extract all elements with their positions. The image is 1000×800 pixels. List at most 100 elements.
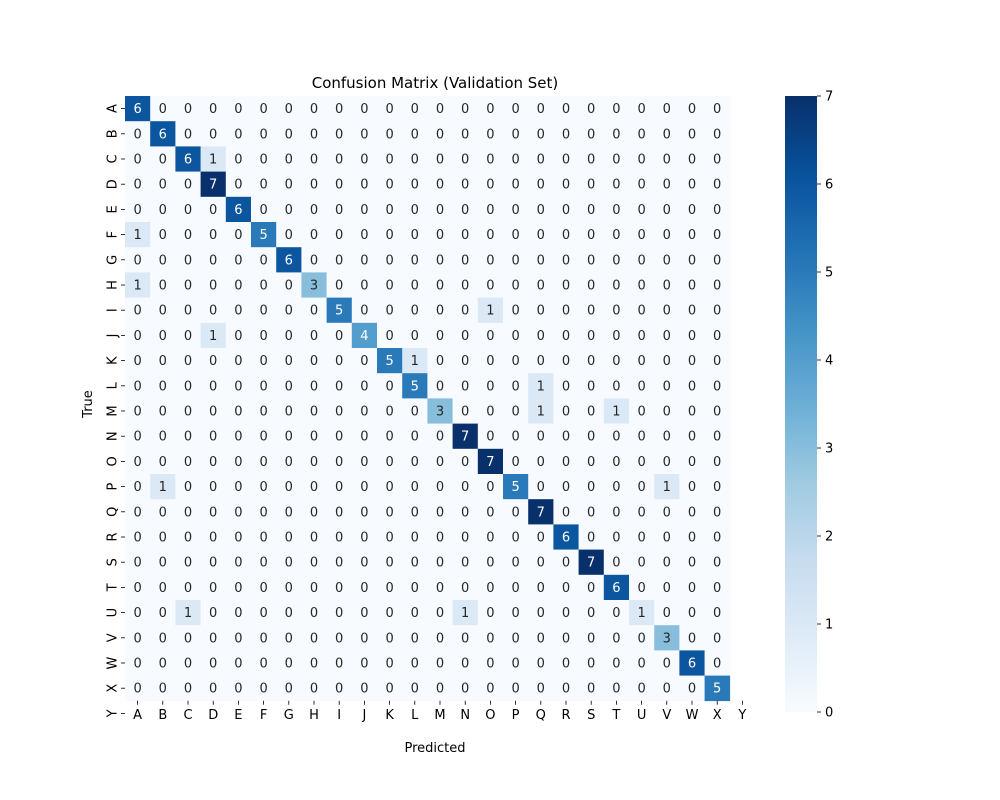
y-tick-label: C [106, 154, 121, 163]
cell-value-label: 0 [385, 329, 393, 344]
cell-value-label: 0 [385, 379, 393, 394]
cell-value-label: 0 [385, 178, 393, 193]
heatmap-cell [603, 675, 630, 702]
cell-value-label: 0 [133, 354, 141, 369]
cell-value-label: 0 [259, 102, 267, 117]
heatmap-cell [150, 474, 176, 500]
heatmap-cell [326, 474, 353, 500]
cell-value-label: 0 [587, 354, 595, 369]
heatmap-cell [679, 574, 705, 601]
cell-value-label: 0 [234, 379, 242, 394]
cell-value-label: 0 [310, 178, 318, 193]
heatmap-cell [477, 121, 504, 147]
cell-value-label: 0 [511, 581, 519, 596]
cell-value-label: 0 [385, 228, 393, 243]
heatmap-cell [326, 499, 353, 525]
cell-value-label: 0 [259, 354, 267, 369]
heatmap-cell [528, 524, 554, 550]
heatmap-cell [679, 499, 705, 525]
cell-value-label: 0 [411, 153, 419, 168]
cell-value-label: 0 [486, 682, 494, 697]
cell-value-label: 0 [310, 379, 318, 394]
heatmap-cell [125, 675, 151, 702]
cell-value-label: 0 [335, 329, 343, 344]
heatmap-cell [402, 297, 428, 324]
heatmap-cell [427, 247, 453, 273]
heatmap-cell [427, 398, 453, 424]
cell-value-label: 0 [713, 581, 721, 596]
cell-value-label: 0 [461, 505, 469, 520]
heatmap-cells [125, 96, 731, 702]
heatmap-cell [377, 650, 403, 676]
x-tick-label: J [361, 708, 366, 723]
cell-value-label: 0 [461, 153, 469, 168]
cell-value-label: 0 [637, 153, 645, 168]
cell-value-label: 0 [159, 405, 167, 420]
cell-value-label: 0 [537, 556, 545, 571]
cell-value-label: 0 [511, 178, 519, 193]
heatmap-cell [578, 222, 605, 248]
heatmap-cell [200, 322, 227, 349]
cell-value-label: 0 [209, 531, 217, 546]
cell-value-label: 0 [159, 505, 167, 520]
heatmap-cell [427, 272, 453, 298]
heatmap-cell [200, 348, 227, 374]
colorbar-gradient [785, 96, 817, 712]
heatmap-cell [553, 423, 579, 450]
cell-value-label: 0 [511, 127, 519, 142]
cell-value-label: 0 [562, 606, 570, 621]
heatmap-cell [503, 524, 529, 550]
cell-value-label: 0 [587, 581, 595, 596]
cell-value-label: 0 [259, 279, 267, 294]
heatmap-cell [276, 96, 302, 122]
cell-value-label: 0 [612, 556, 620, 571]
cell-value-label: 0 [486, 581, 494, 596]
cell-value-label: 0 [385, 631, 393, 646]
heatmap-cell [452, 398, 479, 424]
cell-value-label: 0 [612, 153, 620, 168]
cell-value-label: 0 [259, 657, 267, 672]
cell-value-label: 0 [562, 228, 570, 243]
cell-value-label: 0 [612, 228, 620, 243]
cell-value-label: 0 [511, 405, 519, 420]
cell-value-label: 0 [688, 102, 696, 117]
heatmap-cell [654, 196, 680, 223]
cell-value-label: 0 [688, 354, 696, 369]
cell-value-label: 0 [637, 531, 645, 546]
cell-value-label: 0 [537, 279, 545, 294]
cell-value-label: 0 [360, 228, 368, 243]
cell-value-label: 0 [713, 379, 721, 394]
cell-value-label: 0 [310, 253, 318, 268]
heatmap-cell [528, 625, 554, 651]
heatmap-cell [427, 373, 453, 399]
cell-value-label: 0 [234, 657, 242, 672]
heatmap-cell [200, 423, 227, 450]
heatmap-cell [225, 297, 252, 324]
cell-value-label: 0 [637, 127, 645, 142]
cell-value-label: 0 [360, 354, 368, 369]
heatmap-cell [704, 146, 731, 172]
cell-value-label: 0 [461, 178, 469, 193]
heatmap-cell [150, 524, 176, 550]
cell-value-label: 0 [209, 228, 217, 243]
heatmap-cell [301, 448, 327, 475]
heatmap-cell [301, 373, 327, 399]
cell-value-label: 0 [335, 455, 343, 470]
cell-value-label: 1 [209, 153, 217, 168]
cell-value-label: 0 [511, 556, 519, 571]
heatmap-cell [503, 600, 529, 626]
heatmap-cell [503, 574, 529, 601]
heatmap-cell [200, 398, 227, 424]
heatmap-cell [654, 373, 680, 399]
cell-value-label: 0 [411, 405, 419, 420]
cell-value-label: 0 [209, 304, 217, 319]
heatmap-cell [351, 96, 378, 122]
heatmap-cell [276, 524, 302, 550]
heatmap-cell [402, 448, 428, 475]
heatmap-cell [326, 196, 353, 223]
cell-value-label: 0 [713, 455, 721, 470]
cell-value-labels: 6 0 0 0 0 0 0 0 0 0 0 0 0 0 0 0 0 0 0 0 0 0 0 0 0 6 0 0 0 0 0 0 0 0 0 0 0 0 0 0… [133, 102, 721, 697]
cell-value-label: 0 [259, 581, 267, 596]
cell-value-label: 0 [360, 203, 368, 218]
